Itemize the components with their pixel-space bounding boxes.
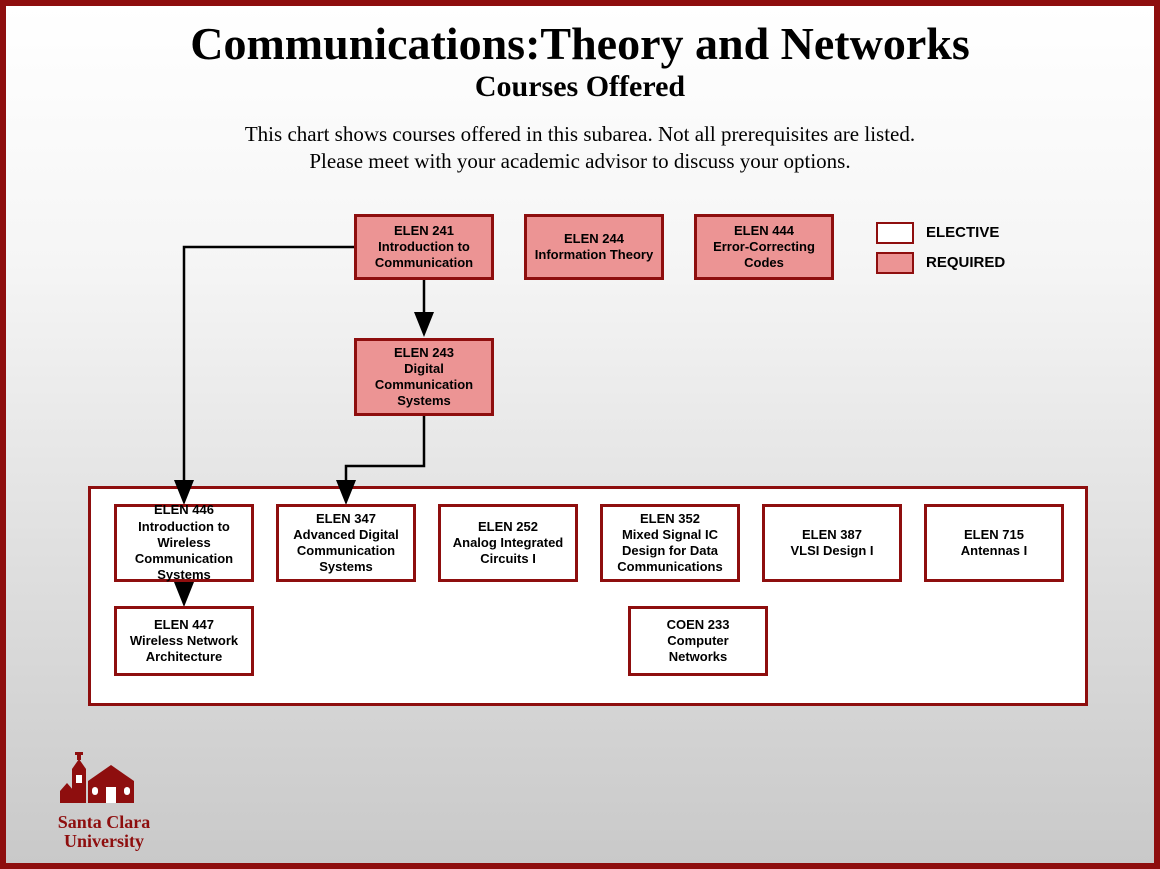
node-label: ELEN 243Digital Communication Systems (363, 345, 485, 410)
page-subtitle: Courses Offered (6, 70, 1154, 104)
node-elen352: ELEN 352Mixed Signal IC Design for Data … (600, 504, 740, 582)
edge-241-446 (184, 247, 354, 500)
node-elen252: ELEN 252Analog Integrated Circuits I (438, 504, 578, 582)
node-elen244: ELEN 244Information Theory (524, 214, 664, 280)
university-logo: Santa Clara University (34, 751, 174, 851)
node-label: ELEN 347Advanced Digital Communication S… (285, 511, 407, 576)
node-elen446: ELEN 446Introduction to Wireless Communi… (114, 504, 254, 582)
node-label: COEN 233Computer Networks (637, 617, 759, 666)
node-elen444: ELEN 444Error-Correcting Codes (694, 214, 834, 280)
node-elen241: ELEN 241Introduction to Communication (354, 214, 494, 280)
chart-frame: Communications:Theory and Networks Cours… (0, 0, 1160, 869)
node-label: ELEN 715Antennas I (961, 527, 1027, 560)
node-label: ELEN 447Wireless Network Architecture (123, 617, 245, 666)
mission-icon (54, 751, 154, 811)
legend-swatch-elective (876, 222, 914, 244)
legend-swatch-required (876, 252, 914, 274)
page-title: Communications:Theory and Networks (6, 20, 1154, 68)
node-label: ELEN 444Error-Correcting Codes (703, 223, 825, 272)
logo-text-line1: Santa Clara (34, 813, 174, 832)
node-elen387: ELEN 387VLSI Design I (762, 504, 902, 582)
node-label: ELEN 241Introduction to Communication (363, 223, 485, 272)
legend-label-required: REQUIRED (926, 254, 1005, 271)
caption-line-1: This chart shows courses offered in this… (6, 122, 1154, 147)
node-elen243: ELEN 243Digital Communication Systems (354, 338, 494, 416)
node-label: ELEN 244Information Theory (535, 231, 653, 264)
logo-text-line2: University (34, 832, 174, 851)
node-label: ELEN 352Mixed Signal IC Design for Data … (609, 511, 731, 576)
node-coen233: COEN 233Computer Networks (628, 606, 768, 676)
node-label: ELEN 446Introduction to Wireless Communi… (123, 502, 245, 583)
node-label: ELEN 387VLSI Design I (790, 527, 873, 560)
node-elen447: ELEN 447Wireless Network Architecture (114, 606, 254, 676)
node-elen715: ELEN 715Antennas I (924, 504, 1064, 582)
node-elen347: ELEN 347Advanced Digital Communication S… (276, 504, 416, 582)
caption-line-2: Please meet with your academic advisor t… (6, 149, 1154, 174)
node-label: ELEN 252Analog Integrated Circuits I (447, 519, 569, 568)
legend-label-elective: ELECTIVE (926, 224, 999, 241)
